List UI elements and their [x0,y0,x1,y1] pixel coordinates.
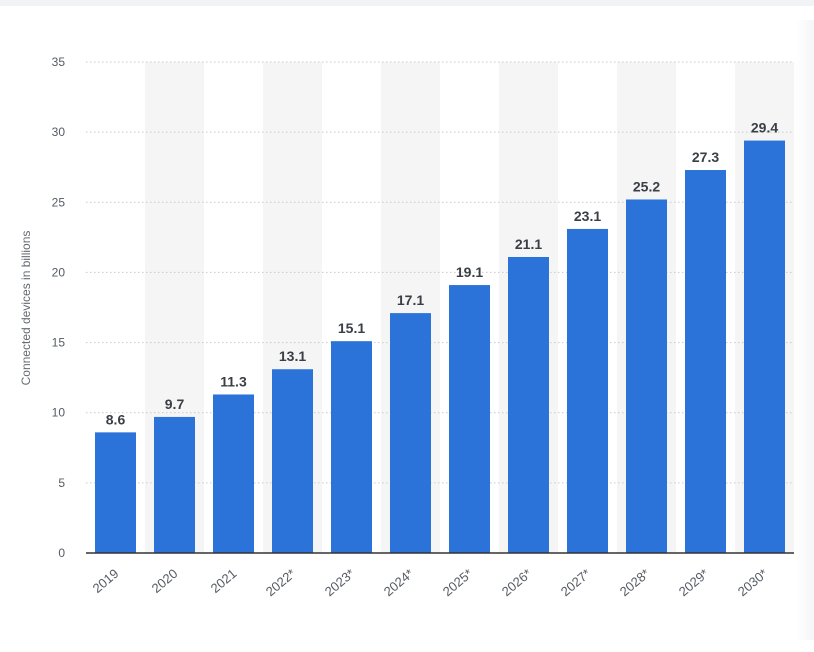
x-tick-label: 2024* [381,566,417,599]
y-tick-label: 30 [52,125,66,139]
bar [95,432,136,553]
x-tick-label: 2027* [558,566,594,599]
bars [95,140,785,554]
x-tick-label: 2021 [208,566,240,596]
x-tick-label: 2023* [322,566,358,599]
top-border [0,0,814,6]
bar [213,394,254,553]
x-tick-label: 2030* [735,566,771,599]
data-label: 29.4 [751,120,778,136]
data-label: 25.2 [633,178,660,194]
data-label: 8.6 [106,411,126,427]
data-label: 9.7 [165,396,185,412]
y-axis-ticks: 0 5 10 15 20 25 30 35 [52,55,66,560]
y-tick-label: 35 [52,55,66,69]
data-label: 19.1 [456,264,483,280]
x-tick-label: 2022* [263,566,299,599]
y-tick-label: 15 [52,336,66,350]
data-label: 17.1 [397,292,424,308]
x-tick-label: 2029* [676,566,712,599]
x-axis-ticks: 2019 2020 2021 2022* 2023* 2024* 2025* 2026* 202… [90,566,771,599]
bar [331,341,372,553]
data-label: 23.1 [574,208,601,224]
data-labels: 8.6 9.7 11.3 13.1 15.1 17.1 19.1 21.1 23.1 25.2 27… [106,120,779,428]
y-tick-label: 20 [52,265,66,279]
data-label: 27.3 [692,149,719,165]
y-tick-label: 0 [58,546,65,560]
y-tick-label: 5 [58,476,65,490]
bar [685,170,726,553]
y-tick-label: 10 [52,406,66,420]
bar [744,140,785,553]
y-axis-title: Connected devices in billions [19,231,33,386]
bar [508,256,549,553]
bar [390,313,431,553]
data-label: 21.1 [515,236,542,252]
bar [154,416,195,553]
bar [626,199,667,554]
bar [272,369,313,553]
x-tick-label: 2020 [149,566,181,596]
x-tick-label: 2025* [440,566,476,599]
data-label: 13.1 [279,348,306,364]
x-tick-label: 2028* [617,566,653,599]
bar [449,285,490,553]
y-tick-label: 25 [52,195,66,209]
right-edge-shadow [796,20,814,640]
x-tick-label: 2026* [499,566,535,599]
data-label: 11.3 [220,373,247,389]
bar [567,228,608,553]
x-tick-label: 2019 [90,566,122,596]
data-label: 15.1 [338,320,365,336]
